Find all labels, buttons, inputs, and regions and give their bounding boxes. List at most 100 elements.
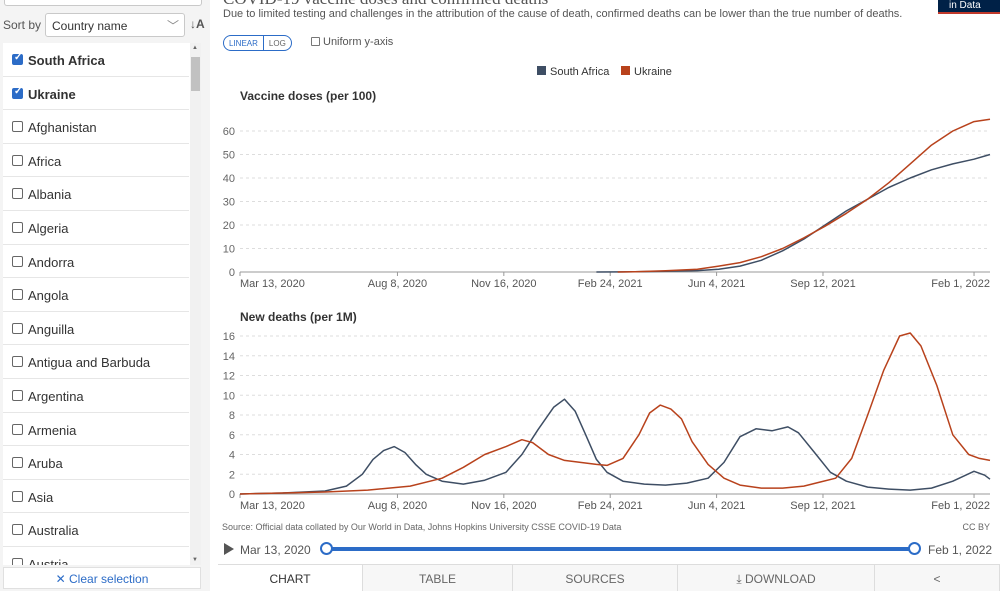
checkbox[interactable] xyxy=(12,52,23,65)
list-item[interactable]: Anguilla xyxy=(3,312,189,346)
x-tick-label: Feb 24, 2021 xyxy=(578,278,643,290)
legend-swatch xyxy=(537,66,546,75)
list-item-label: South Africa xyxy=(28,53,105,68)
checkbox[interactable] xyxy=(12,289,23,301)
uniform-y-axis-checkbox[interactable]: Uniform y-axis xyxy=(311,36,393,48)
x-tick-label: Feb 1, 2022 xyxy=(931,278,990,290)
tab-table[interactable]: TABLE xyxy=(363,565,513,591)
checkbox[interactable] xyxy=(12,457,23,469)
play-icon[interactable] xyxy=(224,543,234,555)
linear-scale-option[interactable]: LINEAR xyxy=(224,36,264,50)
list-item-label: Algeria xyxy=(28,221,69,236)
checkbox[interactable] xyxy=(12,222,23,233)
close-icon: ✕ xyxy=(55,572,66,586)
tab-label: CHART xyxy=(269,572,311,586)
legend-swatch xyxy=(621,66,630,75)
panel-title: New deaths (per 1M) xyxy=(240,310,357,324)
owid-logo[interactable]: in Data xyxy=(938,0,1000,14)
list-item-label: Argentina xyxy=(28,389,84,404)
panel-title: Vaccine doses (per 100) xyxy=(240,89,376,103)
chart-title: COVID-19 vaccine doses and confirmed dea… xyxy=(223,0,548,9)
tab-sources[interactable]: SOURCES xyxy=(513,565,678,591)
legend-label: South Africa xyxy=(550,66,610,78)
chevron-down-icon: ﹀ xyxy=(166,19,179,33)
uniform-y-axis-label: Uniform y-axis xyxy=(323,36,394,48)
list-item[interactable]: Antigua and Barbuda xyxy=(3,345,189,379)
x-tick-label: Sep 12, 2021 xyxy=(790,278,855,290)
list-item[interactable]: Armenia xyxy=(3,413,189,447)
search-box-edge[interactable] xyxy=(4,0,202,6)
list-item[interactable]: Algeria xyxy=(3,211,189,245)
scroll-up-icon[interactable]: ▲ xyxy=(192,45,198,51)
y-tick-label: 4 xyxy=(229,450,235,462)
list-item[interactable]: Ukraine xyxy=(3,77,189,111)
checkbox[interactable] xyxy=(12,121,23,133)
list-item[interactable]: Asia xyxy=(3,480,189,514)
list-item-label: Afghanistan xyxy=(28,120,97,136)
checkbox[interactable] xyxy=(12,558,23,565)
list-item-label: Africa xyxy=(28,153,62,169)
list-item[interactable]: Austria xyxy=(3,547,189,565)
line-charts: South Africa Ukraine Vaccine doses (per 10… xyxy=(218,0,1000,560)
entity-list: South Africa Ukraine Afghanistan Africa Alba… xyxy=(3,43,201,565)
y-tick-label: 0 xyxy=(229,489,235,501)
list-item[interactable]: Afghanistan xyxy=(3,110,189,144)
checkbox[interactable] xyxy=(12,188,23,200)
timeline-track[interactable] xyxy=(326,547,916,551)
list-item[interactable]: Australia xyxy=(3,513,189,547)
chart-svg: South Africa Ukraine Vaccine doses (per 10… xyxy=(223,66,991,512)
checkbox[interactable] xyxy=(12,86,23,99)
y-tick-label: 14 xyxy=(223,351,235,363)
list-item[interactable]: Africa xyxy=(3,144,189,178)
list-item[interactable]: Aruba xyxy=(3,446,189,480)
clear-selection-label: Clear selection xyxy=(69,572,149,586)
list-item[interactable]: Angola xyxy=(3,278,189,312)
y-tick-label: 40 xyxy=(223,173,235,185)
x-tick-label: Jun 4, 2021 xyxy=(688,500,746,512)
y-tick-label: 10 xyxy=(223,390,235,402)
checkbox[interactable] xyxy=(12,154,23,166)
download-icon: ⤓ xyxy=(736,572,745,586)
x-tick-label: Mar 13, 2020 xyxy=(240,278,305,290)
tab-share[interactable]: < xyxy=(875,565,1000,591)
y-tick-label: 0 xyxy=(229,267,235,279)
checkbox[interactable] xyxy=(12,423,23,435)
tab-chart[interactable]: CHART xyxy=(218,565,363,591)
tab-label: SOURCES xyxy=(565,572,625,586)
scroll-down-icon[interactable]: ▼ xyxy=(192,557,198,563)
y-tick-label: 20 xyxy=(223,220,235,232)
x-tick-label: Aug 8, 2020 xyxy=(368,500,427,512)
timeline-end-handle[interactable] xyxy=(908,542,921,555)
list-item[interactable]: Andorra xyxy=(3,245,189,279)
scale-toggle[interactable]: LINEAR LOG xyxy=(223,35,292,51)
log-scale-option[interactable]: LOG xyxy=(268,39,286,48)
x-tick-label: Nov 16, 2020 xyxy=(471,278,536,290)
series-line-ukraine xyxy=(239,332,991,495)
clear-selection-button[interactable]: ✕ Clear selection xyxy=(3,567,201,589)
x-tick-label: Feb 1, 2022 xyxy=(931,500,990,512)
license-link[interactable]: CC BY xyxy=(962,522,990,532)
list-item-label: Asia xyxy=(28,489,54,505)
series-line-ukraine xyxy=(617,118,991,273)
tab-download[interactable]: ⤓ DOWNLOAD xyxy=(678,565,875,591)
y-tick-label: 16 xyxy=(223,331,235,343)
sort-select[interactable]: Country name ﹀ xyxy=(45,13,185,37)
sort-order-icon[interactable]: ↓A xyxy=(190,17,205,31)
list-item[interactable]: South Africa xyxy=(3,43,189,77)
y-tick-label: 30 xyxy=(223,197,235,209)
list-item-label: Anguilla xyxy=(28,321,75,337)
checkbox[interactable] xyxy=(12,356,23,368)
checkbox[interactable] xyxy=(12,255,23,267)
list-item[interactable]: Albania xyxy=(3,177,189,211)
checkbox[interactable] xyxy=(12,524,23,536)
checkbox[interactable] xyxy=(12,390,23,401)
x-tick-label: Feb 24, 2021 xyxy=(578,500,643,512)
list-item-label: Ukraine xyxy=(28,86,76,102)
timeline-start-handle[interactable] xyxy=(320,542,333,555)
scroll-thumb[interactable] xyxy=(191,57,200,91)
list-item[interactable]: Argentina xyxy=(3,379,189,413)
checkbox[interactable] xyxy=(12,322,23,334)
checkbox[interactable] xyxy=(12,490,23,502)
list-scrollbar[interactable]: ▲ ▼ xyxy=(190,43,201,565)
uniform-y-axis-box[interactable] xyxy=(311,37,320,46)
